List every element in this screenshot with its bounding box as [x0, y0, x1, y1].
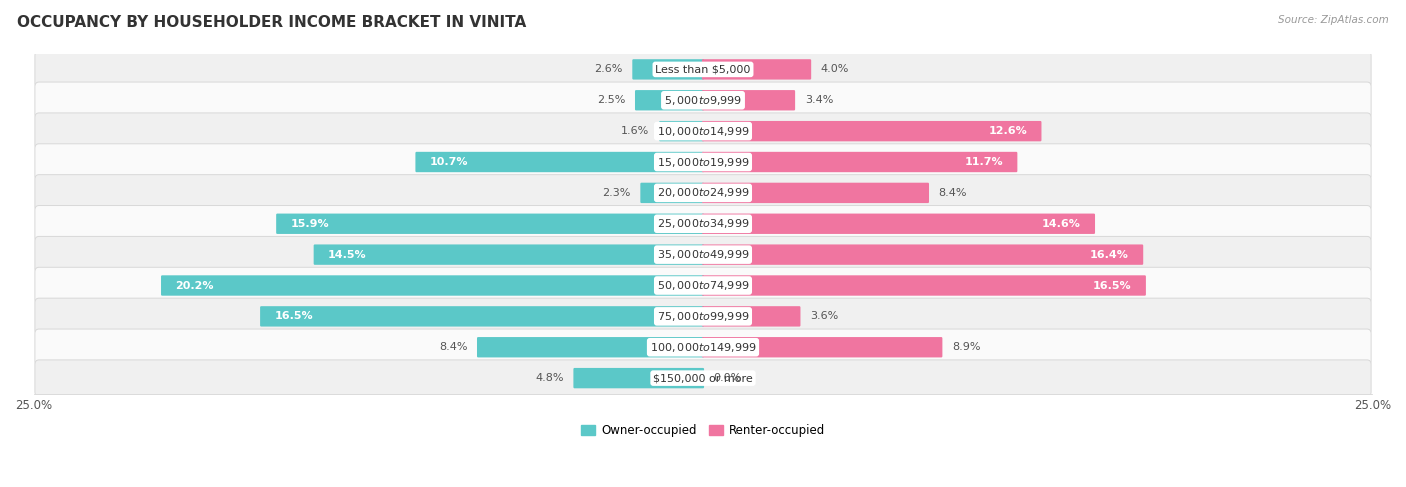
FancyBboxPatch shape [35, 298, 1371, 335]
Text: $5,000 to $9,999: $5,000 to $9,999 [664, 94, 742, 107]
Text: 11.7%: 11.7% [965, 157, 1002, 167]
FancyBboxPatch shape [477, 337, 704, 357]
FancyBboxPatch shape [702, 183, 929, 203]
Text: Less than $5,000: Less than $5,000 [655, 64, 751, 75]
FancyBboxPatch shape [276, 214, 704, 234]
Text: 0.0%: 0.0% [714, 373, 742, 383]
Text: 12.6%: 12.6% [988, 126, 1026, 136]
FancyBboxPatch shape [702, 59, 811, 79]
Text: 10.7%: 10.7% [430, 157, 468, 167]
Text: $75,000 to $99,999: $75,000 to $99,999 [657, 310, 749, 323]
FancyBboxPatch shape [35, 82, 1371, 118]
FancyBboxPatch shape [702, 121, 1042, 141]
Text: 15.9%: 15.9% [291, 219, 329, 229]
Text: 8.4%: 8.4% [939, 188, 967, 198]
Text: 16.5%: 16.5% [1092, 281, 1132, 291]
FancyBboxPatch shape [314, 244, 704, 265]
FancyBboxPatch shape [35, 236, 1371, 273]
FancyBboxPatch shape [702, 337, 942, 357]
Text: $35,000 to $49,999: $35,000 to $49,999 [657, 248, 749, 261]
Text: 4.8%: 4.8% [536, 373, 564, 383]
FancyBboxPatch shape [702, 90, 796, 111]
Text: $150,000 or more: $150,000 or more [654, 373, 752, 383]
Text: 4.0%: 4.0% [821, 64, 849, 75]
Text: 1.6%: 1.6% [621, 126, 650, 136]
FancyBboxPatch shape [702, 275, 1146, 296]
Text: $50,000 to $74,999: $50,000 to $74,999 [657, 279, 749, 292]
Text: 16.4%: 16.4% [1090, 250, 1129, 260]
Text: $20,000 to $24,999: $20,000 to $24,999 [657, 187, 749, 199]
Text: 16.5%: 16.5% [274, 311, 314, 321]
FancyBboxPatch shape [702, 306, 800, 327]
Text: OCCUPANCY BY HOUSEHOLDER INCOME BRACKET IN VINITA: OCCUPANCY BY HOUSEHOLDER INCOME BRACKET … [17, 15, 526, 30]
Legend: Owner-occupied, Renter-occupied: Owner-occupied, Renter-occupied [576, 419, 830, 442]
Text: 20.2%: 20.2% [176, 281, 214, 291]
Text: $10,000 to $14,999: $10,000 to $14,999 [657, 125, 749, 138]
Text: $25,000 to $34,999: $25,000 to $34,999 [657, 217, 749, 230]
FancyBboxPatch shape [35, 144, 1371, 180]
FancyBboxPatch shape [162, 275, 704, 296]
Text: 2.6%: 2.6% [595, 64, 623, 75]
Text: 2.5%: 2.5% [598, 95, 626, 105]
FancyBboxPatch shape [640, 183, 704, 203]
Text: $100,000 to $149,999: $100,000 to $149,999 [650, 341, 756, 354]
FancyBboxPatch shape [659, 121, 704, 141]
FancyBboxPatch shape [702, 152, 1018, 172]
FancyBboxPatch shape [260, 306, 704, 327]
Text: 8.9%: 8.9% [952, 342, 980, 352]
Text: Source: ZipAtlas.com: Source: ZipAtlas.com [1278, 15, 1389, 25]
FancyBboxPatch shape [636, 90, 704, 111]
FancyBboxPatch shape [35, 206, 1371, 242]
FancyBboxPatch shape [574, 368, 704, 388]
FancyBboxPatch shape [415, 152, 704, 172]
Text: $15,000 to $19,999: $15,000 to $19,999 [657, 155, 749, 169]
FancyBboxPatch shape [35, 51, 1371, 88]
Text: 3.6%: 3.6% [810, 311, 838, 321]
Text: 2.3%: 2.3% [602, 188, 631, 198]
Text: 3.4%: 3.4% [804, 95, 834, 105]
Text: 8.4%: 8.4% [439, 342, 467, 352]
FancyBboxPatch shape [35, 360, 1371, 396]
FancyBboxPatch shape [35, 113, 1371, 150]
Text: 14.5%: 14.5% [328, 250, 367, 260]
FancyBboxPatch shape [702, 214, 1095, 234]
Text: 14.6%: 14.6% [1042, 219, 1081, 229]
FancyBboxPatch shape [35, 329, 1371, 365]
FancyBboxPatch shape [35, 267, 1371, 304]
FancyBboxPatch shape [35, 175, 1371, 211]
FancyBboxPatch shape [633, 59, 704, 79]
FancyBboxPatch shape [702, 244, 1143, 265]
